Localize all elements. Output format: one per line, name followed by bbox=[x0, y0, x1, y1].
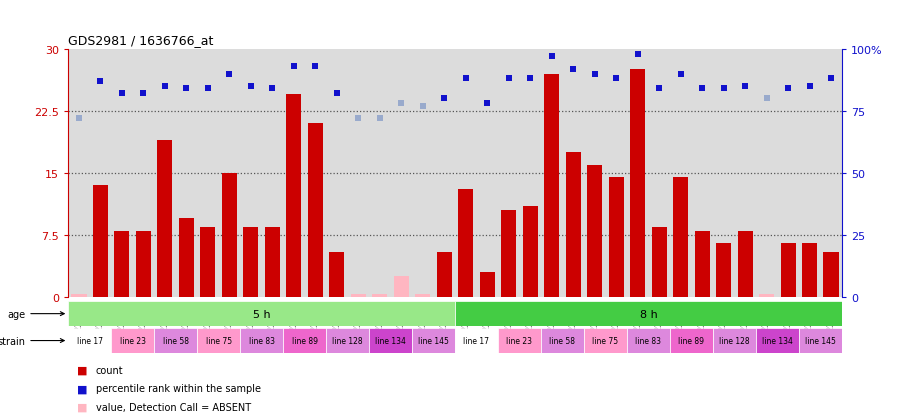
Bar bbox=[670, 328, 713, 353]
Text: count: count bbox=[96, 365, 123, 375]
Text: age: age bbox=[7, 309, 65, 319]
Bar bbox=[197, 328, 240, 353]
Bar bbox=[501, 211, 516, 297]
Bar bbox=[287, 95, 301, 297]
Bar bbox=[824, 252, 838, 297]
Text: line 145: line 145 bbox=[804, 336, 835, 345]
Bar bbox=[93, 186, 108, 297]
Bar bbox=[350, 294, 366, 297]
Text: line 145: line 145 bbox=[418, 336, 449, 345]
Bar bbox=[154, 328, 197, 353]
Bar bbox=[68, 301, 455, 326]
Bar bbox=[713, 328, 756, 353]
Bar bbox=[587, 165, 602, 297]
Bar bbox=[737, 231, 753, 297]
Text: line 128: line 128 bbox=[332, 336, 363, 345]
Text: line 83: line 83 bbox=[248, 336, 275, 345]
Bar bbox=[584, 328, 627, 353]
Bar bbox=[308, 124, 323, 297]
Bar bbox=[157, 140, 173, 297]
Bar bbox=[329, 252, 344, 297]
Bar bbox=[630, 70, 645, 297]
Bar bbox=[115, 231, 129, 297]
Bar bbox=[627, 328, 670, 353]
Bar bbox=[369, 328, 412, 353]
Bar bbox=[455, 301, 842, 326]
Text: ■: ■ bbox=[77, 365, 88, 375]
Bar bbox=[459, 190, 473, 297]
Bar bbox=[179, 219, 194, 297]
Bar bbox=[437, 252, 451, 297]
Bar bbox=[609, 178, 623, 297]
Bar bbox=[372, 294, 388, 297]
Text: 8 h: 8 h bbox=[640, 309, 657, 319]
Text: ■: ■ bbox=[77, 402, 88, 412]
Bar bbox=[541, 328, 584, 353]
Bar bbox=[522, 206, 538, 297]
Bar bbox=[72, 294, 86, 297]
Bar bbox=[694, 231, 710, 297]
Bar bbox=[68, 328, 111, 353]
Bar bbox=[759, 294, 774, 297]
Text: line 89: line 89 bbox=[291, 336, 318, 345]
Bar bbox=[566, 153, 581, 297]
Bar bbox=[498, 328, 541, 353]
Bar bbox=[652, 227, 667, 297]
Text: 5 h: 5 h bbox=[253, 309, 270, 319]
Bar bbox=[480, 273, 495, 297]
Text: line 128: line 128 bbox=[719, 336, 750, 345]
Bar bbox=[415, 294, 430, 297]
Bar bbox=[243, 227, 258, 297]
Text: GDS2981 / 1636766_at: GDS2981 / 1636766_at bbox=[68, 34, 214, 47]
Bar bbox=[544, 74, 560, 297]
Bar bbox=[240, 328, 283, 353]
Text: line 83: line 83 bbox=[635, 336, 662, 345]
Bar bbox=[136, 231, 151, 297]
Text: line 134: line 134 bbox=[375, 336, 406, 345]
Bar bbox=[326, 328, 369, 353]
Bar bbox=[716, 244, 731, 297]
Bar bbox=[111, 328, 154, 353]
Text: value, Detection Call = ABSENT: value, Detection Call = ABSENT bbox=[96, 402, 250, 412]
Bar bbox=[394, 277, 409, 297]
Text: line 89: line 89 bbox=[678, 336, 704, 345]
Text: line 58: line 58 bbox=[163, 336, 188, 345]
Text: line 23: line 23 bbox=[120, 336, 146, 345]
Bar bbox=[756, 328, 799, 353]
Text: line 134: line 134 bbox=[762, 336, 793, 345]
Text: line 58: line 58 bbox=[550, 336, 575, 345]
Text: line 75: line 75 bbox=[206, 336, 232, 345]
Text: line 23: line 23 bbox=[507, 336, 532, 345]
Bar bbox=[673, 178, 688, 297]
Bar bbox=[222, 173, 237, 297]
Bar bbox=[200, 227, 216, 297]
Bar bbox=[283, 328, 326, 353]
Bar bbox=[802, 244, 817, 297]
Text: line 17: line 17 bbox=[463, 336, 490, 345]
Bar bbox=[412, 328, 455, 353]
Text: ■: ■ bbox=[77, 383, 88, 393]
Text: line 75: line 75 bbox=[592, 336, 619, 345]
Bar bbox=[781, 244, 795, 297]
Bar bbox=[799, 328, 842, 353]
Bar bbox=[455, 328, 498, 353]
Text: strain: strain bbox=[0, 336, 65, 346]
Text: percentile rank within the sample: percentile rank within the sample bbox=[96, 383, 260, 393]
Text: line 17: line 17 bbox=[76, 336, 103, 345]
Bar bbox=[265, 227, 280, 297]
